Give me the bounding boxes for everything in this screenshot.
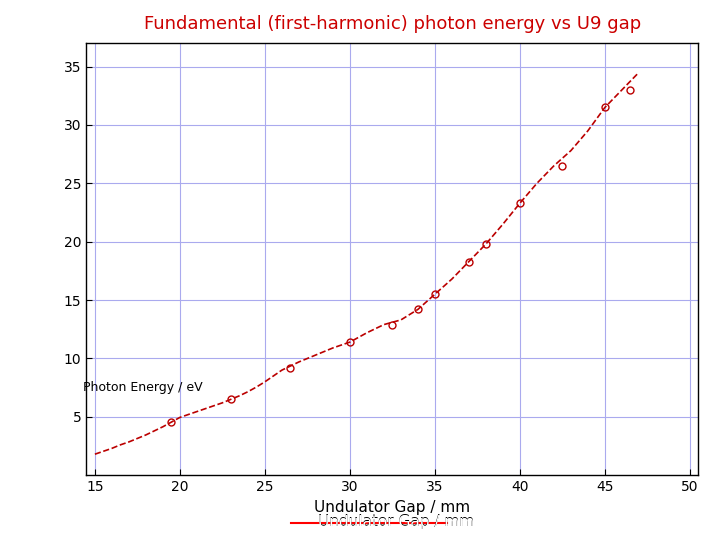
Text: Undulator Gap / mm: Undulator Gap / mm (318, 515, 474, 530)
Title: Fundamental (first-harmonic) photon energy vs U9 gap: Fundamental (first-harmonic) photon ener… (144, 15, 641, 33)
Text: Undulator Gap / mm: Undulator Gap / mm (318, 514, 474, 529)
Text: Photon Energy / eV: Photon Energy / eV (83, 381, 202, 394)
X-axis label: Undulator Gap / mm: Undulator Gap / mm (315, 500, 470, 515)
